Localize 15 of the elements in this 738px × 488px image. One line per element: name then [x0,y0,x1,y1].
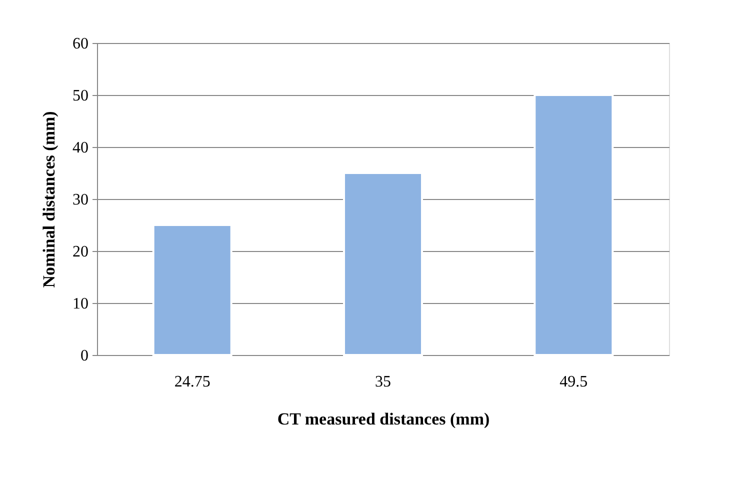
x-tick-label: 24.75 [174,374,210,390]
bar [152,224,232,356]
x-tick-label: 49.5 [560,374,588,390]
y-tick-label: 20 [72,244,88,260]
x-tick-label: 35 [375,374,391,390]
y-tick-label: 30 [72,192,88,208]
y-tick-label: 0 [80,348,88,364]
bar [343,172,423,356]
x-axis-title: CT measured distances (mm) [277,410,490,428]
bar [534,94,614,356]
y-axis-title: Nominal distances (mm) [40,111,58,288]
y-tick-label: 60 [72,36,88,52]
y-tick-label: 40 [72,140,88,156]
y-tick-label: 10 [72,296,88,312]
y-tick-label: 50 [72,88,88,104]
